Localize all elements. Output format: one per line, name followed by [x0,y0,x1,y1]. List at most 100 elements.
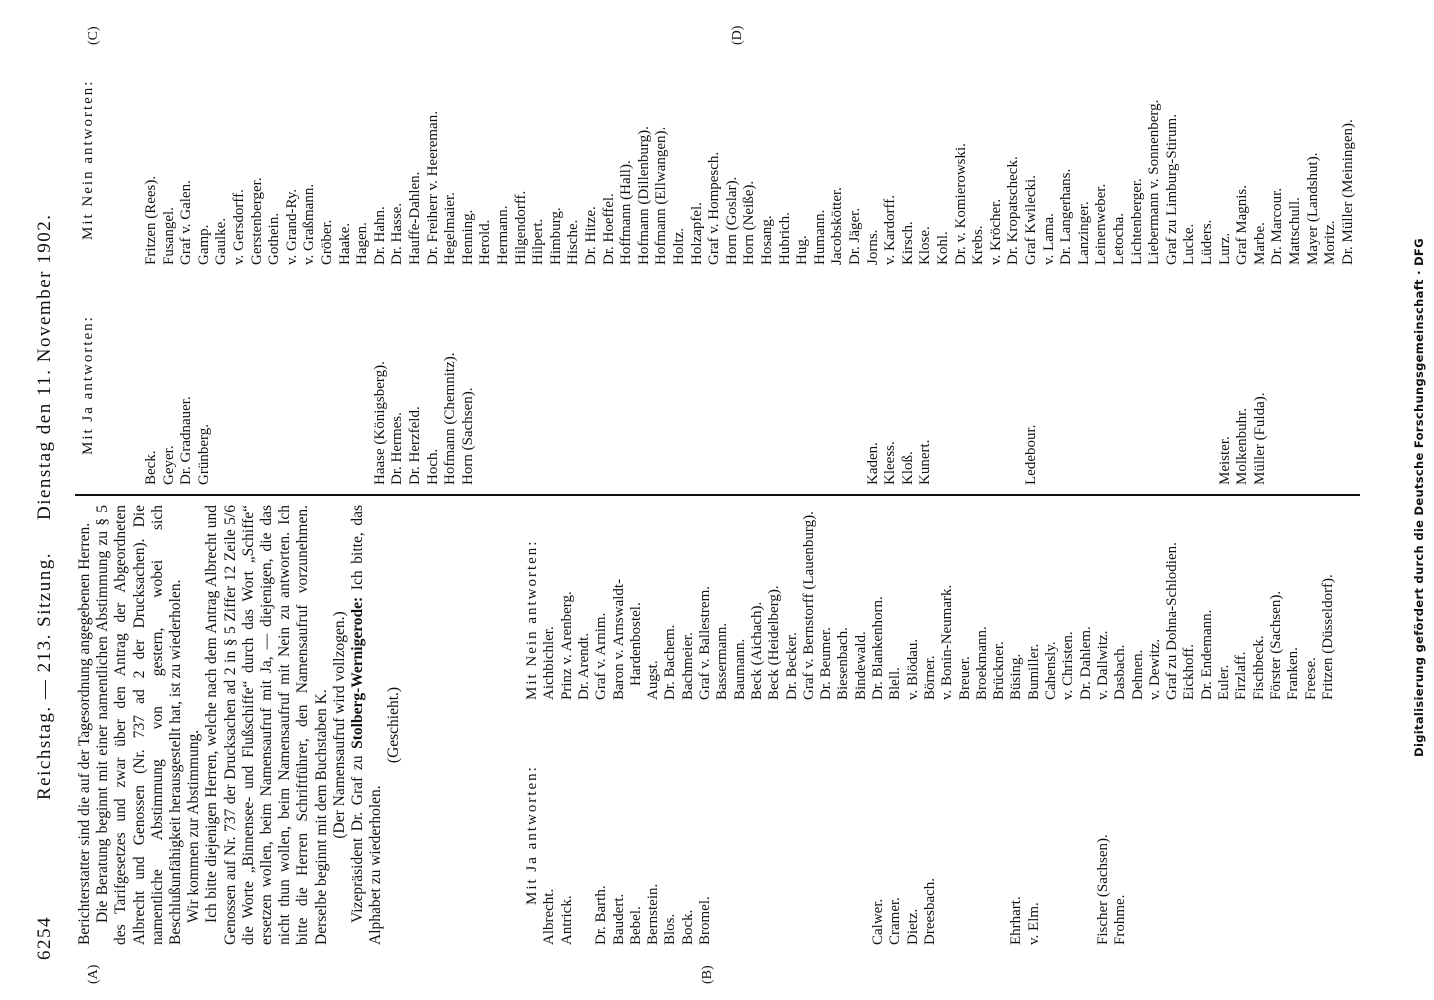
no-voter: Graf Kwilecki. [1023,175,1039,265]
yes-voter: Antrick. [558,895,575,945]
no-voter: Klose. [917,226,934,265]
no-voter: Gerstenberger. [248,177,265,265]
no-voter: Franken. [1285,647,1302,700]
no-voter: v. Kröcher. [987,198,1004,265]
no-voter: Gaulke. [213,217,230,265]
no-voter: Förster (Sachsen). [1267,590,1284,700]
no-voter: Himburg. [547,207,564,265]
no-voter: Mattschull. [1287,197,1303,265]
no-voter: Bassermann. [714,622,731,700]
no-voter: v. Christen. [1060,631,1077,700]
yes-voter: Meister. [1216,436,1233,485]
paragraph: Ich bitte diejenigen Herren, welche nach… [203,505,330,945]
no-voter: Bumiller. [1025,643,1042,700]
no-voter: Fritzen (Rees). [143,175,159,265]
no-voter: Dehnen. [1129,649,1146,700]
no-voter: Hermann. [495,205,511,265]
no-voter: Leinenweber. [1093,183,1110,265]
no-voter: Jorns. [864,229,881,265]
no-voter: v. Dallwitz. [1094,630,1111,700]
yes-voter: v. Elm. [1025,902,1042,945]
no-voter: Henning. [459,209,476,265]
no-voter: Dr. Freiherr v. Heereman. [424,111,441,265]
no-voter: Jacobskötter. [829,187,846,265]
no-voter: Büsing. [1008,653,1025,700]
vote-heading: Mit Ja antworten: [524,765,540,905]
no-voter: Eickhoff. [1181,644,1198,700]
yes-voter: Dr. Gradnauer. [178,396,195,485]
no-voter: Dr. Arendt. [575,632,592,700]
no-voter: Hische. [565,219,582,265]
yes-voter: Dreesbach. [921,877,938,945]
no-voter: Holzapfel. [688,202,705,265]
no-voter: Hubrich. [776,212,793,265]
yes-voter: Horn (Sachsen). [459,387,476,485]
yes-voter: Dr. Barth. [593,885,610,945]
no-voter: Dr. Becker. [783,632,800,700]
speaker-paragraph: Vizepräsident Dr. Graf zu Stolberg-Werni… [349,505,385,945]
yes-voter: Dr. Hermes. [389,412,406,485]
margin-mark: (D) [730,25,745,45]
no-voter: Graf zu Dohna-Schlodien. [1164,542,1181,700]
no-voter: Fischbeck. [1250,635,1267,700]
no-voter: Lurz. [1216,232,1233,265]
no-voter: Hauffe-Dahlen. [407,171,423,265]
page-number: 6254 [34,916,55,960]
no-voter: Gröber. [319,219,335,265]
yes-voter: Molkenbuhr. [1234,407,1251,485]
no-voter: Krebs. [970,225,987,265]
no-voter: Fusangel. [160,207,177,265]
no-voter: Baumann. [731,638,748,700]
yes-voter: Kunert. [917,439,934,485]
yes-voter: Albrecht. [541,888,558,945]
no-voter: Graf Magnis. [1234,185,1251,265]
no-voter: Dr. Hasse. [389,202,406,265]
no-voter: Breuer. [956,656,973,700]
yes-voter: Kleess. [882,441,899,485]
no-voter: Haake. [336,222,353,265]
no-voter: Freese. [1302,657,1319,700]
no-voter: Bindewald. [852,631,869,700]
no-voter: Moritz. [1322,220,1339,265]
no-voter: Liebermann v. Sonnenberg. [1146,99,1163,265]
no-voter: Lanzinger. [1075,201,1092,265]
yes-voter: Baudert. [610,893,627,945]
no-voter: Dr. Endemann. [1198,609,1215,700]
no-voter: Kohl. [935,231,951,265]
no-voter: Dr. Hoeffel. [600,193,617,265]
no-voter: Gothein. [266,212,283,265]
yes-voter: Hofmann (Chemnitz). [442,352,459,485]
no-voter: Börner. [921,655,938,700]
no-voter: Beck (Aichach). [748,601,765,700]
yes-voter: Bromel. [697,896,713,945]
no-voter: Hegelmaier. [442,192,459,265]
yes-voter: Ledebour. [1023,424,1039,485]
no-voter: Graf v. Bernstorff (Lauenburg). [800,511,817,700]
no-voter: Hilpert. [530,218,547,265]
yes-voter: Geyer. [160,445,177,485]
yes-voter: Cramer. [887,897,904,945]
no-voter: v. Kardorff. [882,195,899,265]
yes-voter: Ehrhart. [1008,896,1025,945]
no-voter: Hosang. [759,215,775,265]
no-voter: Baron v. Arnswaldt-Hardenbostel. [610,578,644,700]
yes-voter: Müller (Fulda). [1251,392,1268,485]
no-voter: Lucke. [1181,223,1198,265]
no-voter: Hug. [794,235,811,265]
no-voter: Dr. Kropatscheck. [1005,156,1022,265]
yes-voter: Frohme. [1112,894,1129,945]
no-voter: Firzlaff. [1233,651,1250,700]
vote-heading: Mit Nein antworten: [80,79,96,240]
no-voter: Dr. Hahn. [371,206,388,265]
vote-heading: Mit Ja antworten: [80,315,96,455]
margin-mark: (C) [86,26,101,45]
yes-voter: Kloß. [899,451,916,485]
no-voter: Hofmann (Ellwangen). [653,126,670,265]
paragraph: Die Beratung beginnt mit einer namentlic… [94,505,185,945]
no-voter: Kirsch. [899,221,916,265]
funding-note: Digitalisierung gefördert durch die Deut… [1412,238,1426,757]
no-voter: Fritzen (Düsseldorf). [1319,574,1336,700]
no-voter: Dasbach. [1112,644,1129,700]
yes-voter: Blos. [662,913,679,945]
